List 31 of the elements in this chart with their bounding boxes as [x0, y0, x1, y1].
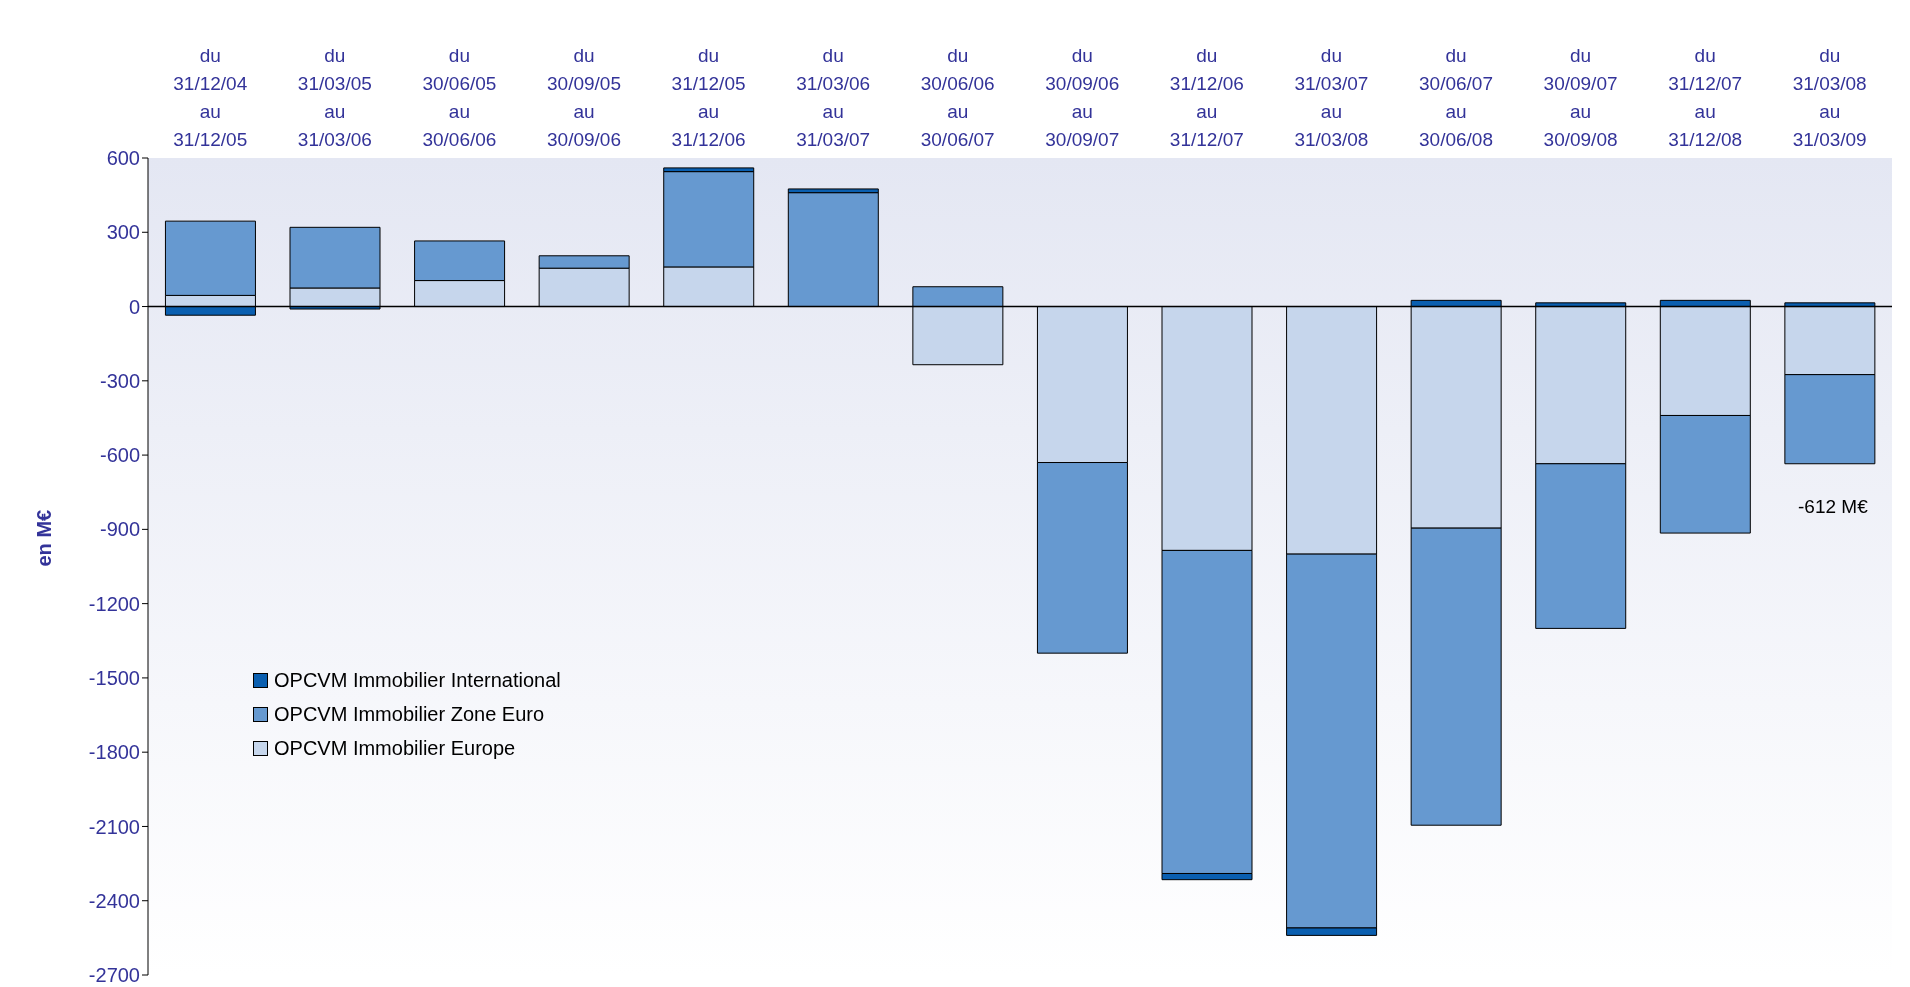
x-tick-label: du 31/12/06 au 31/12/07 [1169, 45, 1244, 150]
y-tick-label: -1500 [88, 667, 140, 690]
x-tick-label: du 30/09/05 au 30/09/06 [547, 45, 621, 150]
y-tick-label: -600 [99, 444, 140, 467]
x-tick-label: du 31/12/04 au 31/12/05 [173, 45, 248, 150]
y-tick-label: -1800 [88, 741, 140, 764]
x-tick-label: du 31/12/05 au 31/12/06 [671, 45, 746, 150]
x-tick-label: du 30/09/06 au 30/09/07 [1045, 45, 1120, 150]
legend-label: OPCVM Immobilier Zone Euro [274, 702, 545, 726]
x-tick-label: du 30/06/06 au 30/06/07 [920, 45, 995, 150]
y-tick-label: -2700 [88, 964, 140, 987]
annotation: -612 M€ [1798, 496, 1868, 518]
legend-label: OPCVM Immobilier Europe [274, 736, 516, 760]
y-tick-label: 300 [106, 221, 140, 244]
x-tick-label: du 31/03/06 au 31/03/07 [796, 45, 871, 150]
x-tick-label: du 31/03/07 au 31/03/08 [1294, 45, 1369, 150]
x-tick-label: du 30/06/05 au 30/06/06 [422, 45, 497, 150]
y-tick-label: -2400 [88, 889, 140, 912]
y-tick-label: -1200 [88, 592, 140, 615]
y-axis-title: en M€ [33, 509, 56, 567]
y-tick-label: -900 [99, 518, 140, 541]
y-tick-label: -300 [99, 369, 140, 392]
x-tick-label: du 31/12/07 au 31/12/08 [1668, 45, 1743, 150]
y-tick-label: -2100 [88, 815, 140, 838]
x-tick-label: du 30/06/07 au 30/06/08 [1419, 45, 1493, 150]
x-tick-label: du 31/03/05 au 31/03/06 [297, 45, 372, 150]
legend-label: OPCVM Immobilier International [274, 668, 561, 692]
x-tick-label: du 31/03/08 au 31/03/09 [1792, 45, 1867, 150]
y-tick-label: 600 [106, 147, 140, 170]
x-tick-label: du 30/09/07 au 30/09/08 [1543, 45, 1618, 150]
y-tick-label: 0 [128, 295, 140, 318]
